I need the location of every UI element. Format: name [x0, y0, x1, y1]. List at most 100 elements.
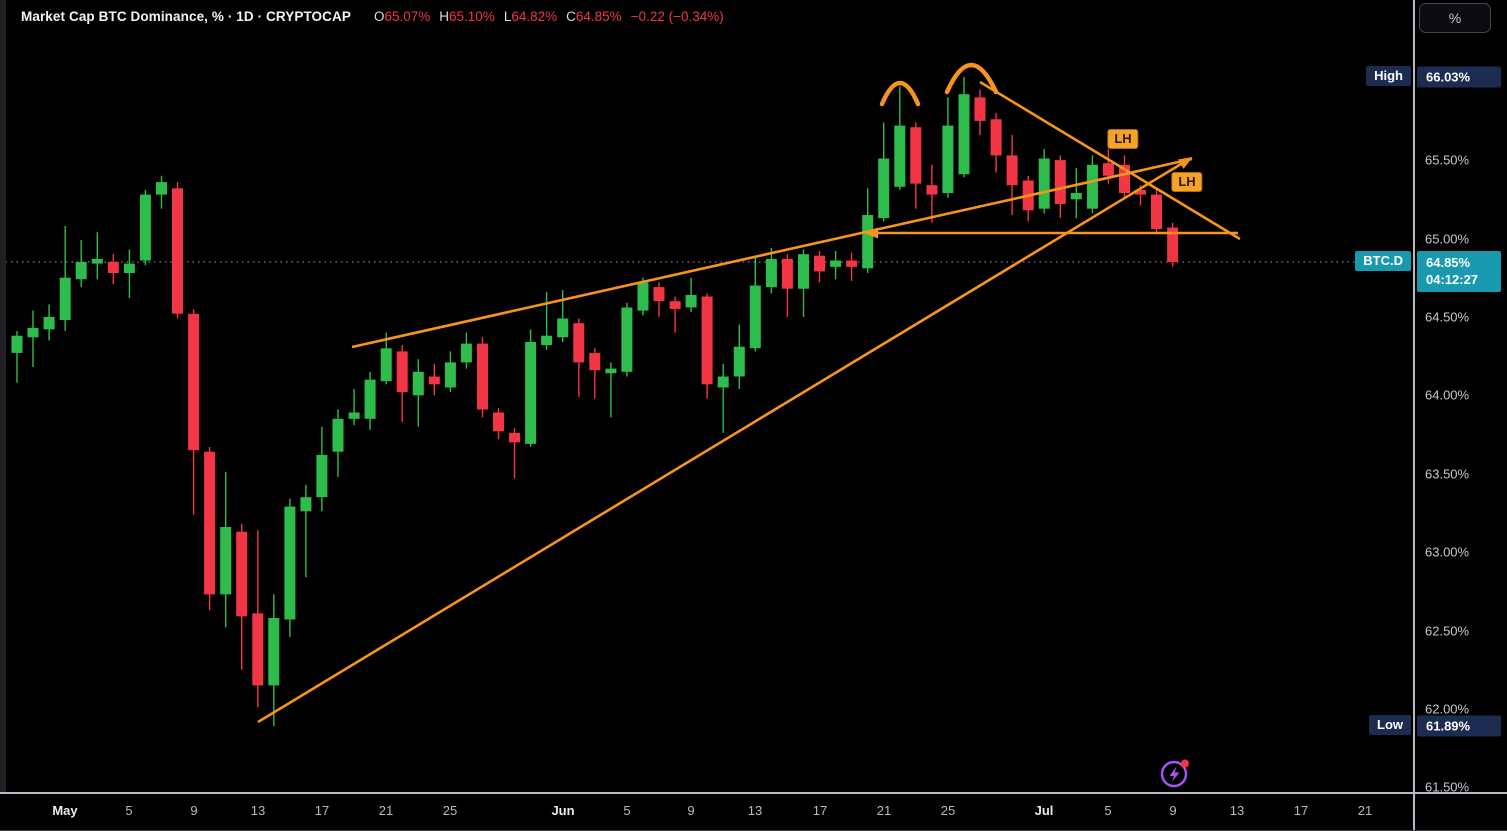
candle — [878, 122, 890, 222]
candle — [1054, 155, 1066, 219]
time-tick-label: 21 — [876, 803, 892, 818]
candle — [669, 296, 681, 333]
time-tick-label: 17 — [314, 803, 330, 818]
symbol-badge: BTC.D — [1355, 251, 1411, 272]
low-price-value: 61.89% — [1417, 715, 1501, 737]
candle — [332, 409, 344, 477]
current-price-value: 64.85% — [1426, 255, 1471, 270]
candle — [990, 113, 1002, 173]
time-axis[interactable]: May 5 9 13 17 21 25 Jun 5 9 13 17 21 25 Jul 5 9 13 17 21 — [0, 792, 1507, 831]
candle — [814, 251, 825, 283]
time-tick-label: 21 — [1357, 803, 1373, 818]
candle — [27, 310, 39, 368]
time-tick-label: 5 — [125, 803, 133, 818]
window-edge — [0, 0, 6, 831]
candle — [139, 189, 151, 266]
ascending-inner-trendline[interactable] — [351, 157, 1193, 349]
chart-canvas[interactable]: Market Cap BTC Dominance, % · 1D · CRYPT… — [0, 0, 1413, 792]
time-tick-label: Jul — [1034, 803, 1054, 818]
low-label-legend: L — [503, 9, 512, 24]
candle — [172, 182, 183, 319]
candle — [798, 249, 809, 317]
candle — [11, 331, 23, 383]
candle — [589, 348, 601, 399]
price-axis[interactable]: % 65.50% 65.00% 64.50% 64.00% 63.50% 63.00% 62… — [1413, 0, 1507, 795]
price-tick-label: 65.00% — [1425, 231, 1470, 247]
time-tick-label: 9 — [190, 803, 198, 818]
time-tick-label: 5 — [623, 803, 631, 818]
lower-high-label-2[interactable]: LH — [1171, 172, 1203, 192]
candle — [701, 293, 713, 399]
double-top-arc-1[interactable] — [879, 81, 921, 107]
candle — [348, 389, 360, 426]
percent-scale-button[interactable]: % — [1419, 3, 1491, 33]
lightning-events-icon[interactable] — [1158, 757, 1192, 791]
double-top-arc-2[interactable] — [944, 62, 999, 95]
ascending-support-trendline[interactable] — [257, 156, 1192, 724]
price-tick-label: 64.50% — [1425, 309, 1470, 325]
time-tick-label: 13 — [1229, 803, 1245, 818]
bar-countdown: 04:12:27 — [1426, 272, 1479, 287]
candle — [1038, 149, 1050, 214]
candle — [685, 277, 697, 313]
price-tick-label: 63.00% — [1425, 544, 1470, 560]
time-tick-label: 9 — [687, 803, 695, 818]
descending-resistance-trendline[interactable] — [979, 80, 1241, 241]
time-tick-label: 17 — [812, 803, 828, 818]
time-tick-label: May — [52, 803, 78, 818]
candle — [733, 324, 745, 389]
candle — [765, 247, 777, 294]
candle — [525, 329, 537, 447]
candle — [846, 252, 858, 281]
lightning-bolt-icon — [1169, 766, 1180, 782]
candle — [220, 472, 232, 628]
candle — [1022, 175, 1034, 222]
candle — [830, 251, 842, 280]
chart-legend: Market Cap BTC Dominance, % · 1D · CRYPT… — [21, 9, 724, 24]
candle — [1119, 155, 1130, 200]
symbol-title[interactable]: Market Cap BTC Dominance, % · 1D · CRYPT… — [21, 9, 351, 24]
candle — [123, 249, 135, 299]
high-label-legend: H — [439, 9, 450, 24]
candle — [460, 332, 472, 369]
candle — [316, 426, 328, 512]
candle — [107, 254, 119, 284]
open-label: O — [373, 9, 385, 24]
candle — [204, 447, 216, 611]
time-tick-label: 5 — [1104, 803, 1112, 818]
candle — [894, 86, 906, 190]
candle — [621, 302, 633, 377]
close-value-legend: 64.85% — [575, 9, 622, 24]
candle — [509, 428, 520, 479]
candle — [364, 371, 376, 430]
candle — [1167, 222, 1179, 267]
candle — [396, 345, 408, 422]
candle — [653, 282, 665, 317]
price-tick-label: 65.50% — [1425, 152, 1470, 168]
candle — [1006, 135, 1018, 215]
candle — [268, 594, 280, 727]
candle — [1151, 189, 1162, 234]
lower-high-label-1[interactable]: LH — [1107, 129, 1139, 149]
price-tick-label: 61.50% — [1425, 779, 1470, 795]
candle — [380, 332, 392, 385]
candle — [605, 362, 617, 418]
candle — [749, 257, 761, 352]
time-tick-label: 21 — [378, 803, 394, 818]
low-value-legend: 64.82% — [511, 9, 558, 24]
candle — [300, 484, 312, 578]
events-circle — [1160, 760, 1188, 788]
candle — [236, 523, 248, 670]
high-marker-badge: High — [1366, 65, 1411, 86]
open-value: 65.07% — [384, 9, 431, 24]
price-tick-label: 62.50% — [1425, 623, 1470, 639]
candle — [926, 164, 938, 223]
candle — [75, 240, 87, 288]
candle — [942, 97, 954, 198]
candle — [444, 351, 456, 393]
candlestick-chart[interactable] — [0, 0, 1413, 792]
candle — [781, 254, 793, 317]
candle — [1086, 155, 1098, 214]
candle — [252, 530, 264, 708]
